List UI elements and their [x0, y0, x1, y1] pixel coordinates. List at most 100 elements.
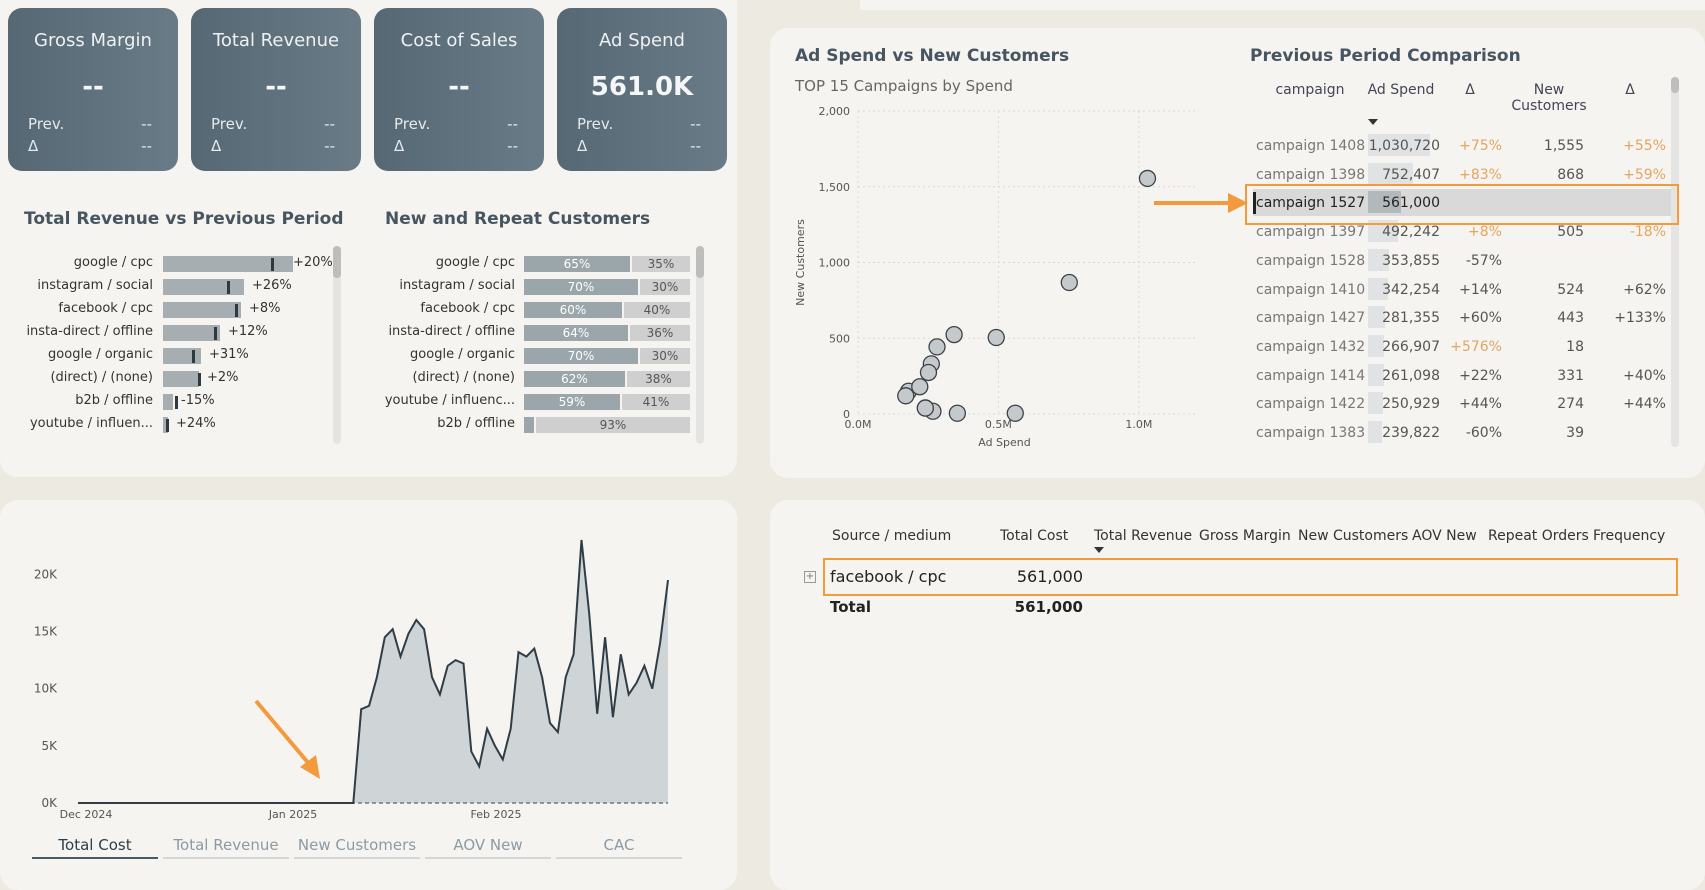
kpi-value: --: [448, 72, 470, 102]
tab-cac[interactable]: CAC: [603, 836, 635, 854]
scatter-point[interactable]: [916, 399, 935, 417]
delta-customers-cell: +44%: [1623, 396, 1666, 413]
scatter-point[interactable]: [1006, 404, 1024, 422]
scatter-point[interactable]: [1060, 273, 1078, 292]
column-header[interactable]: campaign: [1275, 82, 1345, 98]
kpi-card[interactable]: Cost of Sales -- Prev. -- Δ --: [374, 8, 544, 171]
delta-spend-cell: +576%: [1450, 338, 1502, 355]
repeat-customers-segment[interactable]: 36%: [630, 325, 690, 341]
tab-underline: [32, 857, 158, 859]
scatter-chart[interactable]: 0 500 1,000 1,500 2,000 0.0M 0.5M 1.0M Ad Spend N…: [770, 100, 1210, 460]
matrix-header[interactable]: Total Revenue: [1094, 528, 1193, 544]
sort-desc-icon[interactable]: [1094, 547, 1104, 553]
delta-spend-cell: +14%: [1459, 281, 1502, 298]
repeat-customers-segment[interactable]: 93%: [536, 417, 690, 433]
repeat-customers-segment[interactable]: 30%: [640, 279, 690, 295]
new-repeat-scroll-thumb[interactable]: [696, 246, 704, 278]
revenue-bar[interactable]: [163, 279, 244, 295]
kpi-card[interactable]: Ad Spend 561.0K Prev. -- Δ --: [557, 8, 727, 171]
kpi-value: --: [82, 72, 104, 102]
comparison-title: Previous Period Comparison: [1250, 46, 1521, 66]
repeat-customers-segment[interactable]: 41%: [622, 394, 690, 410]
matrix-header[interactable]: Total Cost: [1000, 528, 1069, 544]
scatter-point[interactable]: [911, 378, 929, 396]
revenue-bar[interactable]: [163, 325, 220, 341]
new-customers-segment[interactable]: 64%: [524, 325, 628, 341]
ad-spend-cell: 561,000: [1382, 195, 1440, 212]
matrix-header[interactable]: AOV New: [1412, 528, 1477, 544]
comparison-scrollbar[interactable]: [1671, 77, 1679, 447]
campaign-cell: campaign 1422: [1256, 396, 1366, 413]
comparison-scroll-thumb[interactable]: [1671, 77, 1679, 93]
column-header[interactable]: Ad Spend: [1367, 82, 1435, 98]
matrix-header[interactable]: Frequency: [1593, 528, 1666, 544]
sort-desc-icon[interactable]: [1368, 119, 1378, 125]
kpi-delta-label: Δ: [394, 137, 405, 155]
revenue-scroll-thumb[interactable]: [333, 246, 341, 278]
column-header[interactable]: New Customers: [1511, 82, 1587, 114]
new-customers-segment[interactable]: 70%: [524, 279, 638, 295]
new-customers-segment[interactable]: 59%: [524, 394, 620, 410]
tab-aov-new[interactable]: AOV New: [453, 836, 523, 854]
kpi-card[interactable]: Gross Margin -- Prev. -- Δ --: [8, 8, 178, 171]
spend-bar: [1368, 306, 1385, 329]
revenue-bar[interactable]: [163, 256, 293, 272]
repeat-customers-segment[interactable]: 30%: [640, 348, 690, 364]
matrix-source-cell: facebook / cpc: [830, 567, 947, 586]
new-customers-segment[interactable]: 65%: [524, 256, 630, 272]
bar-label: b2b / offline: [437, 416, 515, 431]
revenue-bar[interactable]: [163, 394, 173, 410]
kpi-delta-label: Δ: [577, 137, 588, 155]
scatter-point[interactable]: [945, 325, 963, 344]
delta-label: +24%: [176, 416, 216, 431]
kpi-delta-value: --: [324, 137, 335, 155]
x-axis-label: Ad Spend: [978, 436, 1031, 449]
y-tick-label: 15K: [34, 624, 58, 638]
new-customers-segment[interactable]: [524, 417, 534, 433]
revenue-scrollbar[interactable]: [333, 246, 341, 444]
table-row[interactable]: [1253, 189, 1673, 217]
ad-spend-cell: 492,242: [1382, 224, 1440, 241]
tab-total-revenue[interactable]: Total Revenue: [173, 836, 279, 854]
scatter-point[interactable]: [919, 363, 938, 382]
ad-spend-cell: 1,030,720: [1368, 138, 1440, 154]
prev-period-marker: [271, 258, 274, 271]
matrix-header[interactable]: New Customers: [1298, 528, 1409, 544]
matrix-header[interactable]: Gross Margin: [1199, 528, 1291, 544]
matrix-header[interactable]: Repeat Orders: [1488, 528, 1589, 544]
bar-label: instagram / social: [37, 278, 153, 293]
plus-box-icon[interactable]: +: [804, 571, 816, 583]
scatter-point[interactable]: [1138, 169, 1157, 188]
column-header[interactable]: Δ: [1465, 82, 1475, 98]
scatter-point[interactable]: [897, 387, 915, 405]
kpi-card[interactable]: Total Revenue -- Prev. -- Δ --: [191, 8, 361, 171]
revenue-bar[interactable]: [163, 348, 201, 364]
new-customers-segment[interactable]: 60%: [524, 302, 622, 318]
scatter-point[interactable]: [948, 404, 967, 422]
campaign-cell: campaign 1414: [1256, 367, 1366, 384]
scatter-point[interactable]: [928, 338, 946, 356]
new-customers-cell: 443: [1557, 310, 1584, 327]
scatter-point[interactable]: [987, 328, 1005, 347]
new-repeat-scrollbar[interactable]: [696, 246, 704, 444]
repeat-customers-segment[interactable]: 38%: [627, 371, 690, 387]
y-tick-label: 5K: [41, 739, 58, 753]
new-customers-segment[interactable]: 70%: [524, 348, 638, 364]
delta-spend-cell: +22%: [1459, 367, 1502, 384]
tab-new-customers[interactable]: New Customers: [297, 836, 417, 854]
matrix-header[interactable]: Source / medium: [832, 528, 952, 544]
bar-label: google / organic: [410, 347, 515, 362]
area-chart[interactable]: 0K 5K 10K 15K 20K Dec 2024 Jan 2025 Feb 2025: [0, 530, 700, 830]
matrix-row-highlight[interactable]: [823, 558, 1678, 596]
repeat-customers-segment[interactable]: 40%: [624, 302, 690, 318]
delta-label: +20%: [293, 255, 333, 270]
revenue-bar[interactable]: [163, 371, 199, 387]
repeat-customers-segment[interactable]: 35%: [632, 256, 690, 272]
new-customers-segment[interactable]: 62%: [524, 371, 625, 387]
revenue-bar[interactable]: [163, 302, 241, 318]
campaign-cell: campaign 1398: [1256, 166, 1366, 183]
column-header[interactable]: Δ: [1625, 82, 1635, 98]
kpi-prev-value: --: [690, 115, 701, 133]
revenue-bar[interactable]: [163, 417, 168, 433]
tab-total-cost[interactable]: Total Cost: [58, 836, 132, 854]
